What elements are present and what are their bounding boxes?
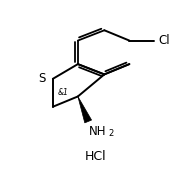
Text: S: S	[38, 72, 45, 85]
Text: 2: 2	[108, 129, 113, 138]
Text: &1: &1	[58, 88, 68, 97]
Text: Cl: Cl	[158, 34, 170, 47]
Polygon shape	[78, 96, 92, 123]
Text: NH: NH	[89, 125, 106, 138]
Text: HCl: HCl	[85, 150, 106, 163]
